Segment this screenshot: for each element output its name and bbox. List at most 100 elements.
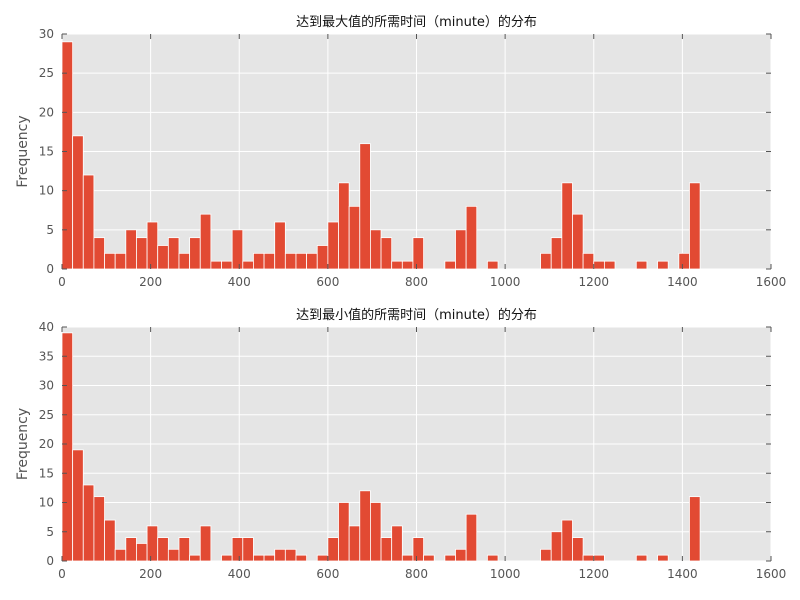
- histogram-bar: [561, 182, 573, 270]
- histogram-bar: [689, 496, 701, 562]
- histogram-bar: [455, 548, 467, 562]
- y-tick-label: 30: [39, 27, 54, 41]
- y-tick-label: 40: [39, 320, 54, 334]
- chart-title: 达到最小值的所需时间（minute）的分布: [296, 307, 537, 323]
- y-tick-label: 5: [46, 525, 54, 539]
- histogram-bar: [61, 41, 74, 270]
- y-axis-label: Frequency: [15, 115, 31, 187]
- histogram-bar: [210, 260, 222, 270]
- histogram-bar: [316, 245, 329, 270]
- histogram-bar: [455, 229, 467, 270]
- y-tick-label: 30: [39, 379, 54, 393]
- y-tick-label: 10: [39, 184, 54, 198]
- histogram-bar: [582, 554, 595, 562]
- histogram-bar: [561, 519, 573, 562]
- histogram-bar: [380, 237, 393, 270]
- histogram-bar: [391, 525, 403, 562]
- y-tick-label: 5: [46, 223, 54, 237]
- histogram-bar: [295, 252, 308, 270]
- histogram-bar: [635, 260, 648, 270]
- histogram-bar: [114, 548, 127, 562]
- histogram-bar: [167, 237, 180, 270]
- histogram-bar: [199, 525, 212, 562]
- histogram-bar: [401, 554, 414, 562]
- histogram-bar: [540, 548, 552, 562]
- histogram-bar: [657, 260, 669, 270]
- x-tick-label: 1400: [667, 567, 698, 581]
- x-tick-label: 800: [405, 275, 428, 289]
- histogram-bar: [338, 502, 350, 562]
- histogram-bar: [189, 554, 201, 562]
- histogram-bar: [401, 260, 414, 270]
- histogram-bar: [221, 554, 233, 562]
- x-tick-label: 1600: [756, 275, 787, 289]
- histogram-bar: [93, 496, 105, 562]
- histogram-bar: [178, 537, 191, 562]
- x-tick-label: 400: [228, 275, 251, 289]
- histogram-bar: [465, 205, 478, 270]
- x-tick-label: 1600: [756, 567, 787, 581]
- histogram-bar: [178, 252, 191, 270]
- y-tick-label: 10: [39, 496, 54, 510]
- y-tick-label: 20: [39, 437, 54, 451]
- y-tick-label: 25: [39, 408, 54, 422]
- x-tick-label: 200: [139, 275, 162, 289]
- histogram-bar: [253, 554, 265, 562]
- y-tick-label: 35: [39, 349, 54, 363]
- y-tick-label: 0: [46, 554, 54, 568]
- y-tick-label: 25: [39, 66, 54, 80]
- histogram-bar: [593, 554, 605, 562]
- histogram-bar: [412, 537, 424, 562]
- histogram-bar: [338, 182, 350, 270]
- histogram-bar: [157, 245, 169, 270]
- x-tick-label: 1000: [490, 567, 521, 581]
- histogram-bar: [136, 237, 148, 270]
- histogram-bar: [465, 513, 478, 562]
- histogram-bar: [242, 537, 254, 562]
- histogram-bar: [82, 484, 95, 562]
- histogram-bar: [199, 213, 212, 270]
- histogram-bar: [263, 554, 276, 562]
- histogram-bar: [284, 252, 297, 270]
- x-tick-label: 600: [316, 275, 339, 289]
- histogram-bar: [146, 221, 159, 270]
- histogram-bar: [486, 260, 499, 270]
- histogram-bar: [221, 260, 233, 270]
- histogram-bar: [370, 502, 382, 562]
- histogram-bar: [104, 252, 116, 270]
- histogram-bar: [125, 229, 137, 270]
- histogram-bar: [327, 537, 339, 562]
- histogram-bar: [104, 519, 116, 562]
- histogram-bar: [146, 525, 159, 562]
- x-tick-label: 1000: [490, 275, 521, 289]
- histogram-bar: [380, 537, 393, 562]
- histogram-bar: [657, 554, 669, 562]
- x-tick-label: 0: [58, 567, 66, 581]
- x-tick-label: 400: [228, 567, 251, 581]
- histogram-bar: [284, 548, 297, 562]
- histogram-bar: [423, 554, 435, 562]
- histogram-bar: [359, 143, 371, 270]
- histogram-bar: [263, 252, 276, 270]
- x-tick-label: 0: [58, 275, 66, 289]
- histogram-bar: [231, 229, 244, 270]
- histogram-bar: [61, 332, 74, 562]
- histogram-bar: [72, 135, 84, 270]
- y-axis-label: Frequency: [15, 408, 31, 480]
- histogram-bar: [72, 449, 84, 562]
- histogram-bar: [253, 252, 265, 270]
- histogram-bar: [444, 260, 456, 270]
- histogram-bar: [189, 237, 201, 270]
- histogram-bar: [274, 548, 286, 562]
- histogram-bar: [689, 182, 701, 270]
- x-tick-label: 600: [316, 567, 339, 581]
- histogram-bar: [370, 229, 382, 270]
- histogram-bar: [125, 537, 137, 562]
- histogram-bar: [603, 260, 616, 270]
- histogram-bar: [167, 548, 180, 562]
- histogram-bar: [540, 252, 552, 270]
- y-tick-label: 15: [39, 466, 54, 480]
- histogram-bar: [157, 537, 169, 562]
- x-tick-label: 1400: [667, 275, 698, 289]
